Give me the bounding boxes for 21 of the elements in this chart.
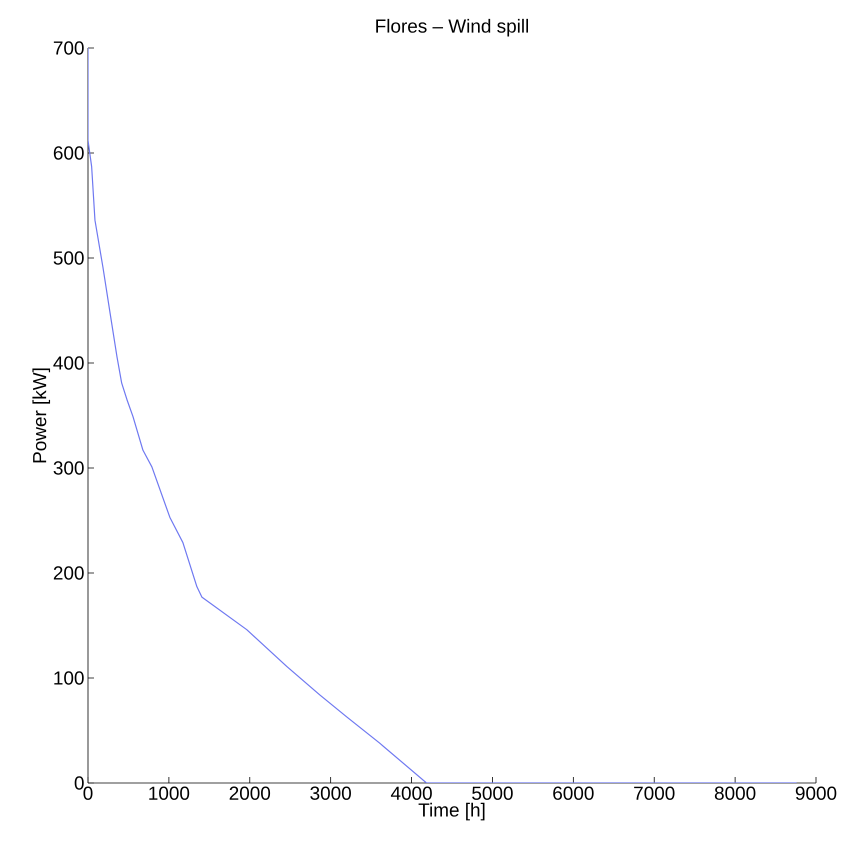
x-tick-label: 5000	[472, 786, 513, 800]
x-tick-label: 4000	[390, 786, 432, 800]
x-tick-label: 0	[83, 786, 93, 800]
x-tick-label: 7000	[634, 786, 675, 800]
x-tick-label: 8000	[714, 786, 756, 800]
y-tick-label: 400	[53, 356, 84, 370]
x-tick-label: 2000	[230, 786, 270, 800]
y-tick-label: 500	[54, 251, 84, 265]
y-tick-label: 600	[54, 146, 84, 160]
y-tick-label: 100	[54, 671, 84, 685]
x-axis-title: Time [h]	[418, 802, 484, 820]
x-tick-label: 3000	[310, 786, 351, 800]
x-tick-label: 1000	[149, 786, 190, 800]
y-axis-title: Power [kW]	[32, 368, 50, 462]
x-tick-label: 9000	[796, 786, 836, 800]
chart-title: Flores – Wind spill	[376, 18, 528, 36]
y-tick-label: 200	[54, 566, 84, 580]
x-tick-label: 6000	[553, 786, 594, 800]
y-tick-label: 700	[54, 41, 84, 55]
y-tick-label: 300	[54, 461, 84, 475]
y-tick-label: 0	[74, 776, 84, 790]
